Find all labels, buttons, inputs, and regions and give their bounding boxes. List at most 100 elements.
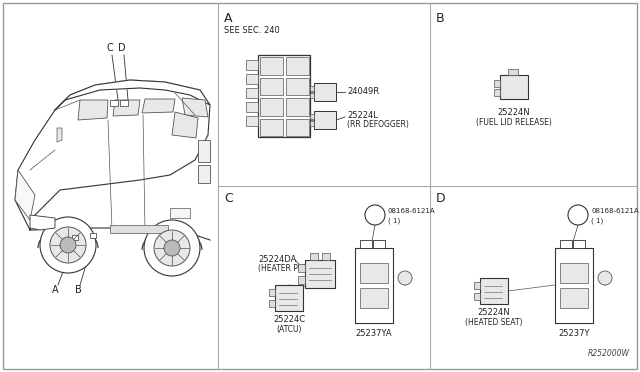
Text: D: D — [118, 43, 126, 53]
Polygon shape — [30, 215, 55, 230]
Circle shape — [365, 205, 385, 225]
Bar — [310, 93, 314, 98]
Circle shape — [144, 220, 200, 276]
Text: 25237Y: 25237Y — [558, 329, 589, 338]
Bar — [269, 289, 275, 296]
Circle shape — [398, 271, 412, 285]
Polygon shape — [15, 170, 35, 220]
Bar — [508, 69, 518, 75]
Bar — [286, 57, 309, 74]
Text: 08168-6121A: 08168-6121A — [591, 208, 639, 214]
Text: (HEATED SEAT): (HEATED SEAT) — [465, 318, 523, 327]
Circle shape — [50, 227, 86, 263]
Circle shape — [154, 230, 190, 266]
Bar — [246, 116, 258, 126]
Bar — [286, 77, 309, 95]
Text: C: C — [107, 43, 113, 53]
Text: ( 1): ( 1) — [591, 218, 604, 224]
Bar — [310, 253, 318, 260]
Bar — [120, 100, 128, 106]
Bar — [260, 119, 283, 136]
Bar — [494, 80, 500, 87]
Bar — [246, 60, 258, 70]
Bar — [246, 88, 258, 98]
Bar — [322, 253, 330, 260]
Polygon shape — [78, 100, 108, 120]
Text: R252000W: R252000W — [588, 349, 630, 358]
Bar — [246, 102, 258, 112]
Polygon shape — [182, 98, 208, 117]
Text: SEE SEC. 240: SEE SEC. 240 — [224, 26, 280, 35]
Bar — [275, 285, 303, 311]
Polygon shape — [113, 100, 140, 116]
Text: (HEATER PUMP): (HEATER PUMP) — [258, 264, 317, 273]
Text: D: D — [436, 192, 445, 205]
Text: 25224N: 25224N — [477, 308, 510, 317]
Bar — [555, 248, 593, 323]
Bar — [310, 114, 314, 119]
Bar — [314, 83, 336, 101]
Polygon shape — [15, 80, 210, 230]
Bar — [360, 240, 372, 248]
Bar — [360, 263, 388, 283]
Bar — [90, 233, 96, 238]
Polygon shape — [55, 80, 210, 110]
Bar — [314, 111, 336, 129]
Bar — [305, 260, 335, 288]
Text: A: A — [52, 285, 58, 295]
Polygon shape — [172, 112, 198, 138]
Circle shape — [60, 237, 76, 253]
Text: B: B — [75, 285, 81, 295]
Text: 25224DA: 25224DA — [258, 255, 296, 264]
Bar — [198, 165, 210, 183]
Bar — [474, 293, 480, 300]
Bar — [480, 278, 508, 304]
Bar — [286, 119, 309, 136]
Text: ( 1): ( 1) — [388, 218, 400, 224]
Bar — [72, 235, 78, 240]
Bar — [260, 77, 283, 95]
Bar — [310, 121, 314, 126]
Text: S: S — [575, 212, 580, 221]
Circle shape — [40, 217, 96, 273]
Bar — [560, 263, 588, 283]
Bar — [246, 74, 258, 84]
Bar — [110, 225, 168, 233]
Circle shape — [164, 240, 180, 256]
Text: 25224L: 25224L — [347, 110, 378, 119]
Bar — [198, 140, 210, 162]
Text: 25224C: 25224C — [273, 315, 305, 324]
Bar — [500, 75, 528, 99]
Bar — [474, 282, 480, 289]
Bar — [560, 240, 572, 248]
Bar — [258, 55, 310, 137]
Bar — [494, 89, 500, 96]
Polygon shape — [57, 128, 62, 142]
Text: B: B — [436, 12, 445, 25]
Bar — [286, 98, 309, 115]
Text: 25224N: 25224N — [498, 108, 531, 117]
Bar — [360, 288, 388, 308]
Text: 08168-6121A: 08168-6121A — [388, 208, 436, 214]
Text: (FUEL LID RELEASE): (FUEL LID RELEASE) — [476, 118, 552, 127]
Polygon shape — [142, 99, 175, 113]
Bar — [560, 288, 588, 308]
Text: (RR DEFOGGER): (RR DEFOGGER) — [347, 121, 409, 129]
Bar — [355, 248, 393, 323]
Text: 24049R: 24049R — [347, 87, 379, 96]
Text: S: S — [372, 212, 378, 221]
Bar — [310, 86, 314, 91]
Bar — [373, 240, 385, 248]
Bar — [298, 264, 305, 272]
Bar — [110, 100, 118, 106]
Circle shape — [598, 271, 612, 285]
Bar — [260, 57, 283, 74]
Bar — [269, 300, 275, 307]
Bar — [260, 98, 283, 115]
Text: 25237YA: 25237YA — [356, 329, 392, 338]
Bar — [298, 276, 305, 284]
Bar — [170, 208, 190, 218]
Text: (ATCU): (ATCU) — [276, 325, 301, 334]
Text: A: A — [224, 12, 232, 25]
Text: C: C — [224, 192, 233, 205]
